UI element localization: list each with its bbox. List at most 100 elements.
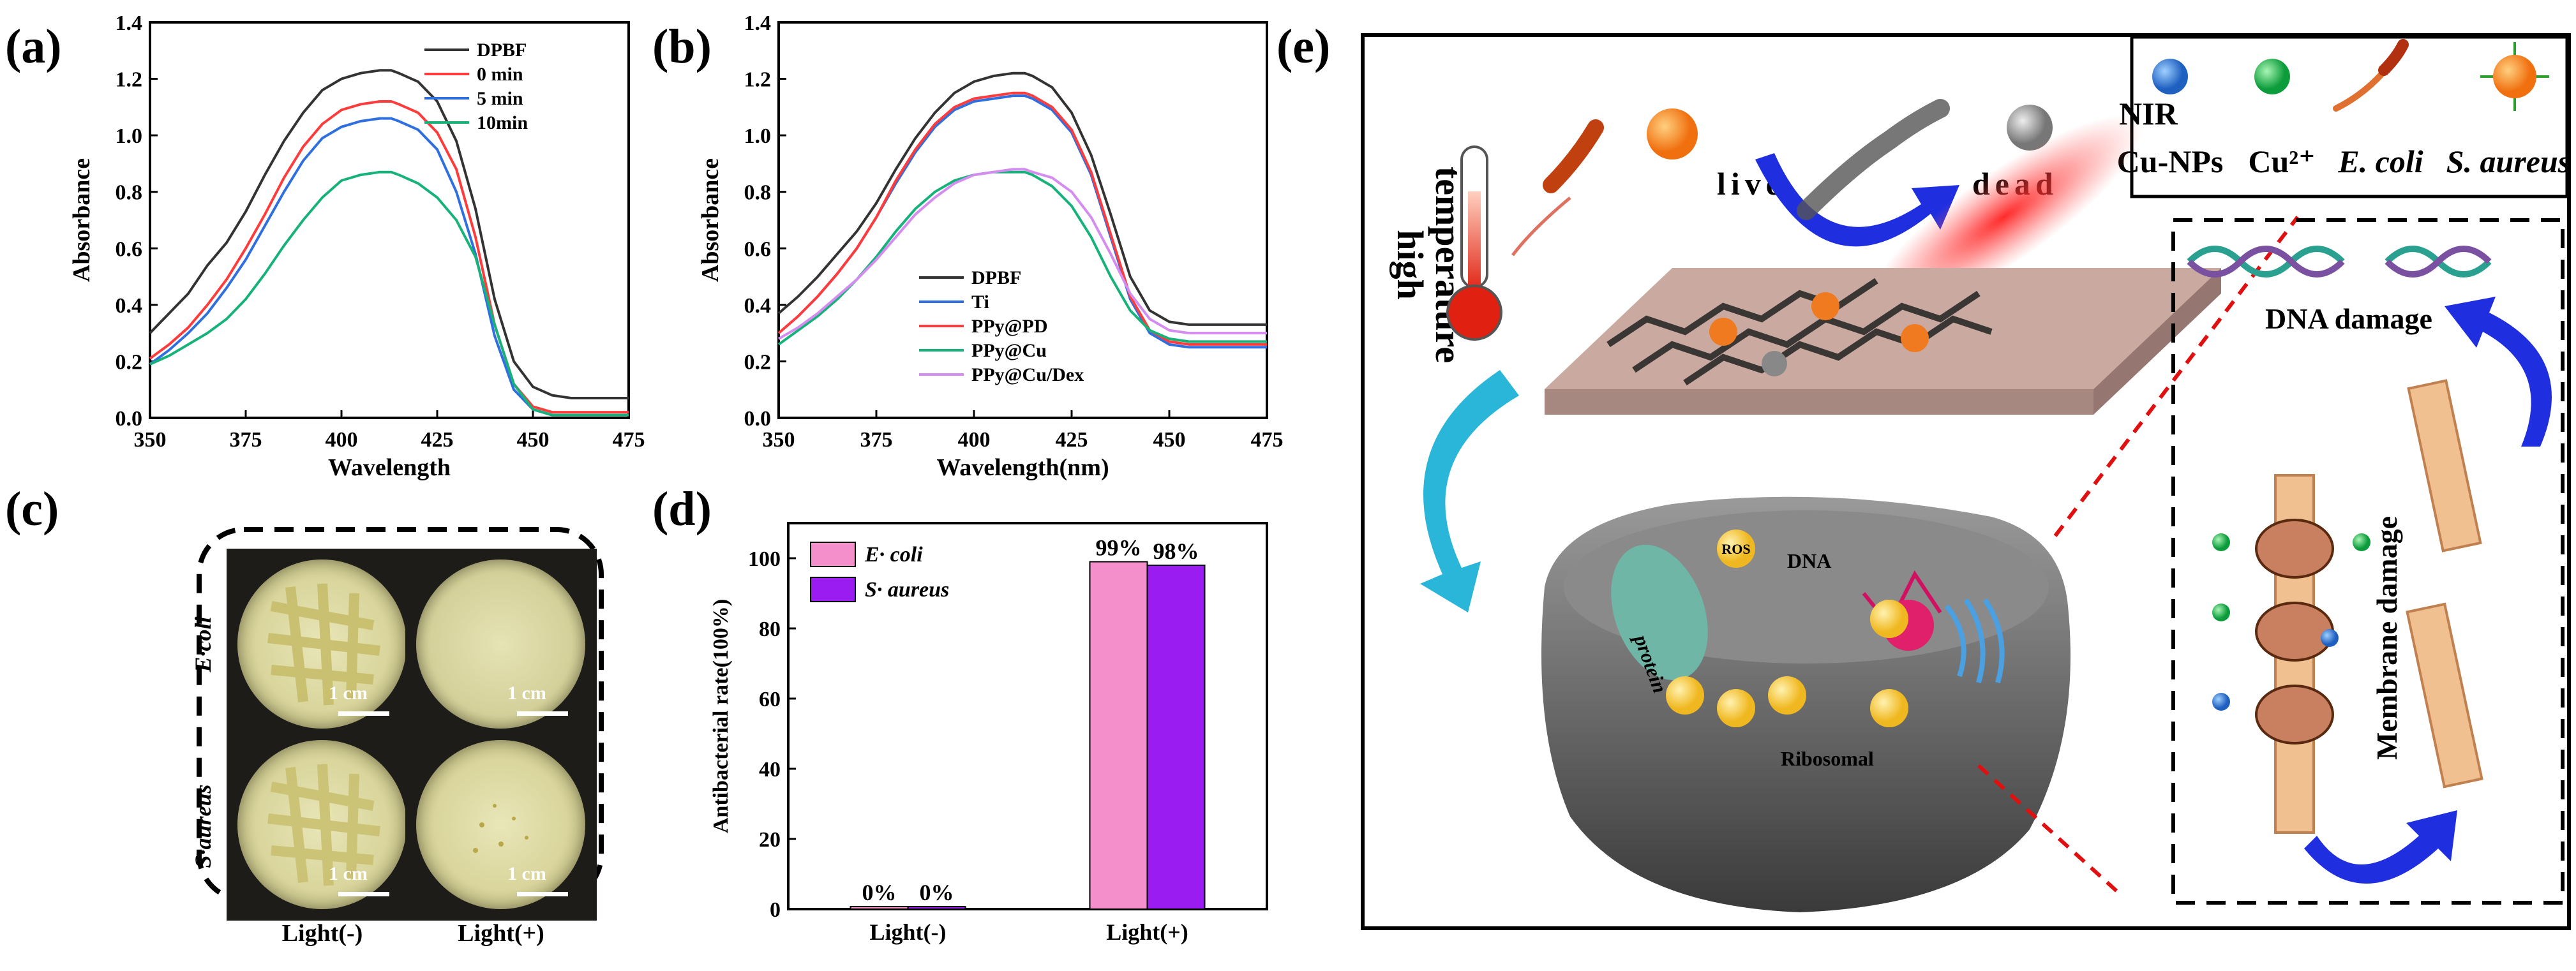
x-tick-label: 475 (1251, 428, 1284, 452)
legend-swatch (810, 542, 856, 567)
ros-markers: ROS (1666, 530, 1908, 727)
substrate-surface (1545, 268, 2221, 415)
y-tick-label: 80 (759, 618, 781, 641)
scale-label: 1 cm (329, 683, 368, 704)
scale-label: 1 cm (507, 683, 546, 704)
y-tick-label: 0.2 (744, 350, 772, 374)
label-high: high (1389, 230, 1431, 300)
scale-bar (338, 892, 389, 896)
photo-saureus-light-on: 1 cm (405, 729, 597, 921)
label-dna-damage: DNA damage (2265, 302, 2432, 335)
scale-bar (517, 711, 568, 716)
bacterial-cell (1541, 496, 2071, 912)
label-dna: DNA (1787, 549, 1831, 572)
s-aureus-dead-icon (2007, 105, 2053, 151)
cu-ion-icon (2254, 59, 2290, 94)
s-aureus-icon (2480, 42, 2549, 111)
legend-label: 10min (477, 112, 528, 133)
membrane-segment (2212, 379, 2483, 834)
y-tick-label: 0.4 (116, 294, 143, 318)
series-line-ppy-pd (777, 91, 1267, 346)
process-arrow-icon (1420, 370, 1519, 612)
legend-label: 5 min (477, 88, 523, 109)
y-tick-label: 0.2 (116, 350, 143, 374)
label-ribosomal: Ribosomal (1781, 747, 1874, 770)
panel-label-c: (c) (5, 482, 59, 536)
bar-light-1 (907, 906, 966, 910)
photo-saureus-light-off: 1 cm (227, 729, 418, 921)
series-line-0-min (149, 100, 629, 414)
chart-b-absorbance: 350 375 400 425 450 475 0.0 0.2 0.4 0.6 0.8 1.0 1.2 1… (697, 11, 1284, 481)
dna-damage-arrow-icon (2445, 297, 2552, 447)
bar-value-label: 99% (1096, 535, 1142, 561)
thermometer-icon (1446, 145, 1502, 341)
panel-e-schematic: Cu-NPs Cu²⁺ E. coli S. aureus high tempe… (1361, 33, 2571, 930)
x-tick-label: Light(+) (1106, 919, 1188, 945)
y-tick-label: 1.0 (116, 124, 143, 148)
legend-e-coli: E. coli (2337, 144, 2423, 179)
y-tick-label: 0.6 (116, 237, 143, 261)
series-line-dpbf (149, 69, 629, 399)
plot-frame (777, 21, 1268, 419)
y-tick-label: 0.0 (744, 407, 772, 431)
chart-a-absorbance: 350 375 400 425 450 475 0.0 0.2 0.4 0.6 0.8 1.0 1.2 1… (68, 11, 645, 481)
x-tick-label: 425 (421, 428, 454, 452)
panel-label-b: (b) (652, 20, 712, 73)
series-line-dpbf (777, 71, 1267, 326)
x-tick-label: 375 (860, 428, 893, 452)
x-axis-label: Wavelength(nm) (936, 454, 1109, 481)
y-tick-label: 1.0 (744, 124, 772, 148)
membrane-arrow-icon (2304, 810, 2457, 884)
panel-label-e: (e) (1277, 20, 1331, 73)
y-tick-label: 0 (770, 898, 781, 922)
x-tick-label: 475 (613, 428, 645, 452)
s-aureus-live-icon (1647, 108, 1698, 159)
y-tick-label: 1.2 (116, 68, 143, 92)
scale-bar (338, 711, 389, 716)
panel-c-photos: 1 cm 1 cm 1 cm 1 cm E·coli S·aureus Ligh… (0, 485, 638, 971)
legend-label: Ti (971, 292, 989, 313)
e-coli-icon (2333, 39, 2409, 112)
label-membrane-damage: Membrane damage (2370, 516, 2403, 760)
y-tick-label: 1.4 (744, 11, 772, 35)
bar-value-label: 0% (862, 880, 897, 905)
cu-nps-icon (2152, 59, 2188, 94)
series-line-ppy-cu-dex (777, 168, 1267, 340)
y-tick-label: 0.6 (744, 237, 772, 261)
y-tick-label: 0.8 (744, 181, 772, 205)
legend-label: DPBF (477, 40, 527, 61)
panel-label-d: (d) (652, 482, 712, 536)
bar-light-1 (1146, 565, 1206, 910)
x-tick-label: 425 (1056, 428, 1088, 452)
y-tick-label: 0.8 (116, 181, 143, 205)
conversion-arrow-icon (1755, 153, 1959, 247)
dna-helix-icon (2187, 246, 2492, 278)
x-tick-label: 450 (517, 428, 550, 452)
scale-label: 1 cm (329, 863, 368, 884)
series-line-10min (149, 170, 629, 417)
zoom-box (2171, 218, 2565, 905)
series-line-ti (777, 94, 1267, 349)
panel-e-frame (1361, 33, 2571, 930)
e-coli-cell-icon (1543, 119, 1604, 193)
x-tick-label: 375 (230, 428, 262, 452)
photo-ecoli-light-on: 1 cm (405, 549, 597, 740)
dead-e-coli-icon (1797, 99, 1950, 220)
x-tick-label: Light(-) (870, 919, 947, 945)
legend-label: E· coli (864, 543, 923, 567)
bar-value-label: 0% (920, 880, 954, 905)
x-tick-label: 350 (134, 428, 167, 452)
y-tick-label: 0.4 (744, 294, 772, 318)
plot-frame (149, 21, 630, 419)
y-axis-label: Absorbance (697, 158, 724, 282)
legend-swatch (810, 577, 856, 602)
legend-box (2130, 35, 2569, 198)
y-tick-label: 0.0 (116, 407, 143, 431)
y-tick-label: 1.4 (116, 11, 143, 35)
x-tick-label: 400 (958, 428, 991, 452)
bar-light-0 (1089, 561, 1148, 910)
bar-value-label: 98% (1153, 538, 1199, 564)
legend-label: S· aureus (865, 578, 949, 602)
series-line-5-min (149, 117, 629, 417)
legend-label: 0 min (477, 64, 523, 85)
